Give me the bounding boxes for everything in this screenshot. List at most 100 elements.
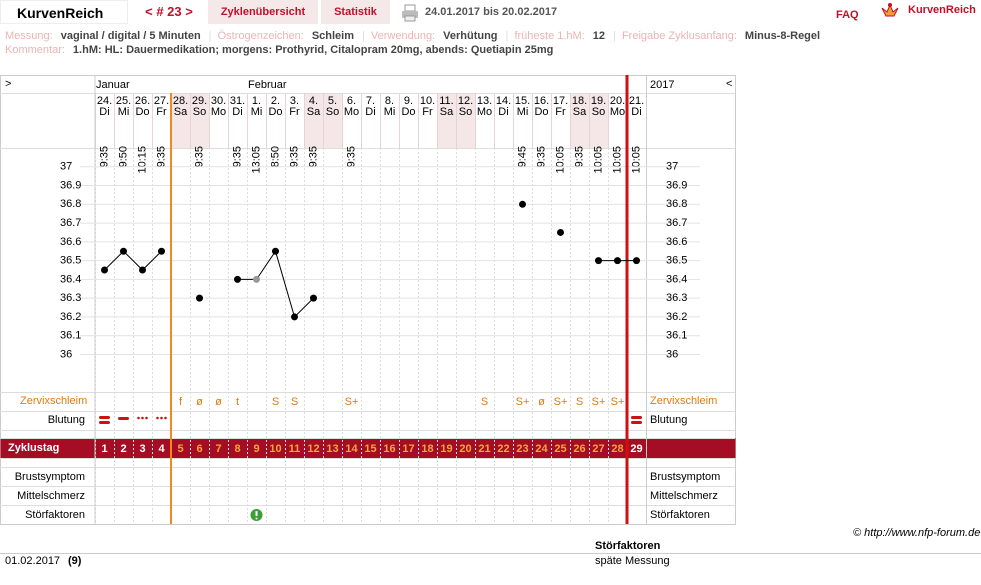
day-date: 10.: [420, 95, 435, 107]
cervix-symbol: ø: [538, 396, 545, 408]
footer-note-title: Störfaktoren: [595, 540, 661, 552]
cycle-day: 13: [326, 443, 338, 455]
weekend-shade: [570, 93, 589, 148]
year-label: 2017: [650, 79, 674, 91]
footer-note: späte Messung: [595, 555, 670, 567]
cycle-day: 20: [459, 443, 471, 455]
day-date: 26.: [135, 95, 150, 107]
day-weekday: Sa: [440, 106, 454, 118]
day-weekday: Mi: [517, 106, 529, 118]
day-weekday: Mo: [344, 106, 359, 118]
print-icon[interactable]: [401, 4, 419, 22]
temperature-point: [120, 247, 127, 255]
bleeding-icon: [164, 416, 167, 420]
row-label-right: Brustsymptom: [650, 471, 720, 483]
row-label: Zervixschleim: [20, 395, 87, 407]
bleeding-icon: [631, 416, 642, 419]
bleeding-icon: [137, 416, 140, 420]
faq-link[interactable]: FAQ: [836, 9, 859, 21]
y-tick-label-right: 36.9: [666, 179, 687, 191]
day-date: 31.: [230, 95, 245, 107]
bleeding-icon: [631, 421, 642, 424]
bleeding-icon: [156, 416, 159, 420]
cervix-symbol: t: [236, 396, 239, 408]
cycle-day: 10: [269, 443, 281, 455]
weekend-shade: [304, 93, 323, 148]
y-tick-label-right: 36.6: [666, 236, 687, 248]
day-weekday: Do: [135, 106, 149, 118]
day-weekday: Mo: [610, 106, 625, 118]
day-weekday: Sa: [174, 106, 188, 118]
cycle-day: 2: [120, 443, 126, 455]
day-date: 17.: [553, 95, 568, 107]
info-label: früheste 1.hM:: [514, 30, 585, 42]
cycle-day: 6: [196, 443, 202, 455]
footer-date: 01.02.2017: [5, 555, 60, 567]
cervix-symbol: S+: [592, 396, 606, 408]
date-range: 24.01.2017 bis 20.02.2017: [425, 6, 558, 18]
row-label: Mittelschmerz: [17, 490, 85, 502]
day-time: 9:35: [345, 146, 357, 167]
day-date: 7.: [366, 95, 375, 107]
temperature-point: [272, 247, 279, 255]
day-time: 10:15: [136, 146, 148, 174]
day-weekday: So: [459, 106, 472, 118]
cycle-day: 1: [101, 443, 107, 455]
y-tick-label-right: 37: [666, 161, 678, 173]
disturbance-icon: [255, 511, 258, 516]
y-tick-label-right: 36.7: [666, 217, 687, 229]
comment-value: 1.hM: HL: Dauermedikation; morgens: Prot…: [72, 44, 554, 56]
day-date: 15.: [515, 95, 530, 107]
day-time: 9:35: [573, 146, 585, 167]
cervix-symbol: S: [576, 396, 583, 408]
row-label: Brustsymptom: [15, 471, 85, 483]
nav-prev[interactable]: >: [5, 78, 11, 90]
copyright: © http://www.nfp-forum.de: [853, 527, 980, 539]
weekend-shade: [323, 93, 342, 148]
day-time: 9:35: [535, 146, 547, 167]
info-label: Östrogenzeichen:: [217, 30, 304, 42]
day-date: 1.: [252, 95, 261, 107]
day-weekday: Fr: [289, 106, 300, 118]
brand[interactable]: KurvenReich: [0, 0, 128, 24]
info-value: Minus-8-Regel: [744, 30, 821, 42]
cycle-day: 29: [630, 443, 642, 455]
day-weekday: Di: [232, 106, 242, 118]
bleeding-icon: [145, 416, 148, 420]
cycle-day: 26: [573, 443, 585, 455]
day-date: 4.: [309, 95, 318, 107]
temperature-point: [101, 266, 108, 274]
day-weekday: Do: [268, 106, 282, 118]
nav-tab[interactable]: Zyklenübersicht: [208, 0, 318, 24]
day-date: 3.: [290, 95, 299, 107]
day-time: 9:35: [307, 146, 319, 167]
bleeding-icon: [141, 416, 144, 420]
day-date: 11.: [439, 95, 453, 107]
month-label: Januar: [96, 79, 130, 91]
day-weekday: So: [592, 106, 605, 118]
temperature-point: [139, 266, 146, 274]
temperature-point: [158, 247, 165, 255]
cycle-day: 8: [234, 443, 240, 455]
info-value: 12: [592, 30, 606, 42]
day-weekday: Di: [365, 106, 375, 118]
nav-next[interactable]: <: [726, 78, 732, 90]
y-tick-label-right: 36.8: [666, 198, 687, 210]
comment-label: Kommentar:: [5, 44, 65, 56]
footer-day: (9): [68, 555, 82, 567]
day-weekday: Sa: [573, 106, 587, 118]
day-weekday: Fr: [422, 106, 433, 118]
day-weekday: Mi: [251, 106, 263, 118]
cycle-day: 9: [253, 443, 259, 455]
cycle-day: 3: [139, 443, 145, 455]
cycle-day: 24: [535, 443, 548, 455]
temperature-point: [310, 294, 317, 302]
cycle-day: 18: [421, 443, 433, 455]
cycle-day: 21: [478, 443, 490, 455]
nav-tab[interactable]: Statistik: [321, 0, 390, 24]
cycle-nav[interactable]: < # 23 >: [133, 0, 205, 24]
disturbance-icon: [255, 517, 258, 520]
day-date: 19.: [591, 95, 606, 107]
cycle-day: 27: [592, 443, 604, 455]
